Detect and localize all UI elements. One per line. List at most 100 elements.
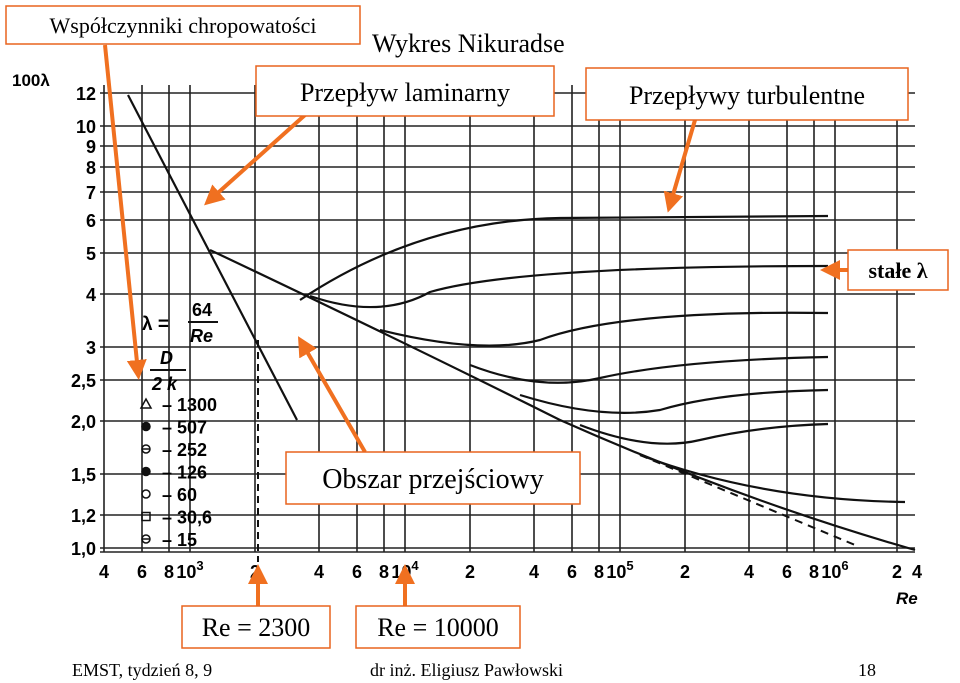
x-tick-exp: 5 bbox=[626, 558, 633, 573]
title: Wykres Nikuradse bbox=[372, 29, 565, 58]
x-tick-base: 2 bbox=[892, 562, 902, 582]
x-tick-base: 4 bbox=[912, 562, 922, 582]
x-tick-base: 8 bbox=[594, 562, 604, 582]
x-tick-base: 4 bbox=[529, 562, 539, 582]
legend-symbol bbox=[141, 466, 151, 477]
y-tick-label: 9 bbox=[86, 137, 96, 157]
y-tick-label: 3 bbox=[86, 338, 96, 358]
callout-text: Re = 10000 bbox=[377, 613, 499, 642]
x-tick-base: 2 bbox=[465, 562, 475, 582]
y-tick-label: 2,5 bbox=[71, 371, 96, 391]
x-tick-label: 4 bbox=[529, 562, 539, 582]
arrow bbox=[103, 44, 147, 380]
legend-symbol bbox=[139, 397, 153, 409]
x-tick-base: 8 bbox=[809, 562, 819, 582]
y-tick-label: 7 bbox=[86, 183, 96, 203]
x-tick-label: 8 bbox=[379, 562, 389, 582]
legend-entry: – 252 bbox=[162, 440, 207, 460]
x-ticks: 4 6 8 103 2 4 6 8 104 2 4 6 8 105 2 4 6 8 106 2 4 bbox=[99, 558, 922, 582]
callout-box bbox=[5, 5, 361, 45]
x-tick-label: 6 bbox=[567, 562, 577, 582]
x-tick-base: 6 bbox=[782, 562, 792, 582]
callout-text: Przepływ laminarny bbox=[300, 78, 510, 107]
footer-right: 18 bbox=[858, 660, 876, 680]
x-tick-label: 6 bbox=[782, 562, 792, 582]
formula-lhs: λ = bbox=[142, 314, 169, 335]
x-tick-exp: 3 bbox=[196, 558, 203, 573]
x-tick-label: 2 bbox=[465, 562, 475, 582]
callout-box bbox=[847, 249, 949, 291]
x-tick-base: 6 bbox=[352, 562, 362, 582]
curve-507 bbox=[579, 422, 829, 445]
arrow bbox=[204, 113, 307, 206]
x-tick-label: 4 bbox=[99, 562, 109, 582]
y-tick-label: 1,0 bbox=[71, 539, 96, 559]
x-tick-label: 6 bbox=[137, 562, 147, 582]
legend-entry: – 15 bbox=[162, 530, 197, 550]
x-tick-label: 4 bbox=[314, 562, 324, 582]
x-tick-label: 106 bbox=[821, 558, 848, 582]
x-tick-base: 2 bbox=[680, 562, 690, 582]
x-tick-label: 105 bbox=[606, 558, 633, 582]
legend-entry: – 507 bbox=[162, 418, 207, 438]
x-tick-label: 4 bbox=[744, 562, 754, 582]
legend-symbol bbox=[141, 489, 151, 499]
x-tick-label: 103 bbox=[176, 558, 203, 582]
y-tick-label: 6 bbox=[86, 211, 96, 231]
footer-left: EMST, tydzień 8, 9 bbox=[72, 660, 212, 680]
x-axis-label: Re bbox=[896, 589, 918, 608]
callout-text: Obszar przejściowy bbox=[322, 464, 544, 495]
callouts: Współczynniki chropowatości Wykres Nikur… bbox=[5, 5, 949, 649]
formula-num: 64 bbox=[192, 300, 212, 320]
x-tick-exp: 4 bbox=[411, 558, 419, 573]
callout-text: Re = 2300 bbox=[202, 613, 311, 642]
y-tick-label: 2,0 bbox=[71, 412, 96, 432]
legend-entry: – 30,6 bbox=[162, 508, 212, 528]
callout-text: stałe λ bbox=[868, 258, 927, 283]
callout-text: Przepływy turbulentne bbox=[629, 81, 865, 110]
x-tick-base: 4 bbox=[99, 562, 109, 582]
curve-15 bbox=[299, 214, 829, 301]
callout-box bbox=[255, 65, 555, 117]
formula: λ = 64 Re D 2 k bbox=[142, 300, 218, 394]
x-tick-label: 6 bbox=[352, 562, 362, 582]
ratio-den: 2 k bbox=[151, 374, 178, 394]
callout-box bbox=[355, 605, 521, 649]
legend-entry: – 126 bbox=[162, 463, 207, 483]
x-tick-base: 8 bbox=[164, 562, 174, 582]
y-tick-label: 1,2 bbox=[71, 506, 96, 526]
x-tick-exp: 6 bbox=[841, 558, 848, 573]
curve-1300 bbox=[639, 453, 906, 504]
x-tick-base: 6 bbox=[137, 562, 147, 582]
x-tick-base: 4 bbox=[744, 562, 754, 582]
x-tick-label: 4 bbox=[912, 562, 922, 582]
legend-symbol bbox=[141, 511, 151, 522]
curve-30-6 bbox=[309, 264, 829, 309]
legend-entry: – 1300 bbox=[162, 395, 217, 415]
curve-60 bbox=[379, 311, 829, 347]
y-tick-label: 5 bbox=[86, 244, 96, 264]
formula-den: Re bbox=[190, 326, 213, 346]
y-tick-label: 1,5 bbox=[71, 465, 96, 485]
x-tick-label: 8 bbox=[164, 562, 174, 582]
laminar-line bbox=[127, 94, 298, 421]
legend: – 1300 – 507– 252 – 126– 60 – 30,6– 15 bbox=[139, 395, 217, 550]
x-tick-label: 2 bbox=[892, 562, 902, 582]
callout-box bbox=[285, 451, 581, 505]
x-tick-base: 10 bbox=[606, 562, 626, 582]
x-tick-base: 6 bbox=[567, 562, 577, 582]
x-tick-label: 2 bbox=[680, 562, 690, 582]
y-tick-label: 12 bbox=[76, 84, 96, 104]
x-tick-label: 8 bbox=[594, 562, 604, 582]
x-tick-base: 10 bbox=[176, 562, 196, 582]
curve-126 bbox=[469, 355, 829, 384]
x-tick-base: 4 bbox=[314, 562, 324, 582]
footer-center: dr inż. Eligiusz Pawłowski bbox=[370, 660, 563, 680]
y-tick-label: 4 bbox=[86, 285, 96, 305]
callout-box bbox=[181, 605, 331, 649]
y-tick-label: 8 bbox=[86, 158, 96, 178]
x-tick-base: 10 bbox=[821, 562, 841, 582]
callout-box bbox=[585, 67, 909, 121]
